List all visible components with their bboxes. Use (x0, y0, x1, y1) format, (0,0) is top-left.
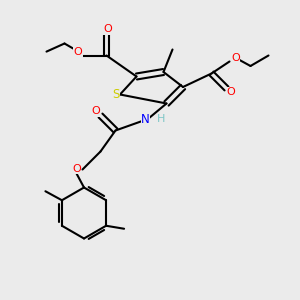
Text: O: O (74, 47, 82, 57)
Text: O: O (92, 106, 100, 116)
Text: O: O (231, 53, 240, 64)
Text: S: S (112, 88, 119, 101)
Text: O: O (226, 87, 236, 97)
Text: O: O (103, 24, 112, 34)
Text: N: N (141, 112, 150, 126)
Text: O: O (72, 164, 81, 174)
Text: H: H (157, 114, 165, 124)
